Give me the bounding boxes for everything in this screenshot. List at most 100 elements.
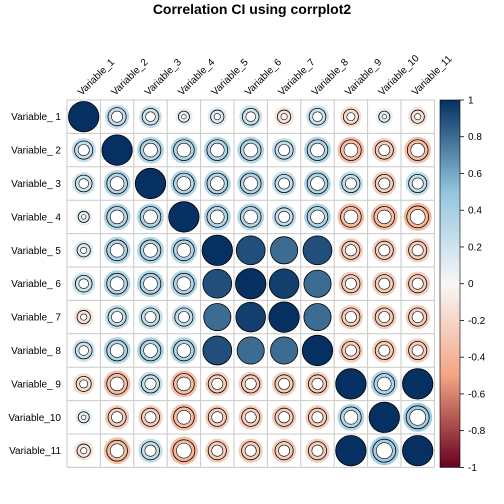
correlation-circle xyxy=(270,236,299,265)
correlation-estimate-circle xyxy=(408,240,428,260)
ci-lower-circle xyxy=(109,243,125,258)
ci-lower-circle xyxy=(244,378,257,390)
ci-lower-circle xyxy=(411,277,424,290)
correlation-circle xyxy=(302,235,333,266)
correlation-estimate-circle xyxy=(77,210,90,223)
correlation-estimate-circle xyxy=(106,373,128,395)
correlation-estimate-circle xyxy=(207,441,227,461)
ci-lower-circle xyxy=(310,176,325,191)
ci-lower-circle xyxy=(80,313,88,321)
correlation-estimate-circle xyxy=(306,139,329,161)
correlation-estimate-circle xyxy=(106,439,128,462)
ci-lower-circle xyxy=(145,111,156,122)
correlation-estimate-circle xyxy=(374,174,394,193)
correlation-estimate-circle xyxy=(342,108,359,125)
correlation-estimate-circle xyxy=(341,274,361,294)
ci-lower-circle xyxy=(409,209,426,225)
row-label: Variable_ 3 xyxy=(11,179,61,190)
correlation-estimate-circle xyxy=(173,172,195,195)
correlation-estimate-circle xyxy=(239,172,262,195)
colorbar-tick-label: 0.4 xyxy=(468,206,482,217)
ci-lower-circle xyxy=(243,176,258,191)
correlation-estimate-circle xyxy=(341,240,361,260)
ci-lower-circle xyxy=(144,444,157,457)
correlation-estimate-circle xyxy=(173,406,195,429)
ci-lower-circle xyxy=(345,177,357,190)
correlation-circle xyxy=(203,303,232,332)
correlation-estimate-circle xyxy=(406,139,429,161)
ci-lower-circle xyxy=(80,447,88,455)
correlation-estimate-circle xyxy=(373,206,396,228)
correlation-estimate-circle xyxy=(374,240,394,260)
ci-lower-circle xyxy=(81,214,87,220)
ci-lower-circle xyxy=(343,410,359,425)
correlation-estimate-circle xyxy=(274,207,294,227)
ci-lower-circle xyxy=(176,376,192,392)
correlation-estimate-circle xyxy=(207,374,227,394)
ci-lower-circle xyxy=(345,277,357,290)
correlation-circle xyxy=(402,435,434,467)
ci-lower-circle xyxy=(211,444,224,457)
correlation-estimate-circle xyxy=(174,307,194,327)
ci-lower-circle xyxy=(111,110,123,123)
correlation-estimate-circle xyxy=(74,140,94,160)
ci-lower-circle xyxy=(345,244,357,257)
correlation-estimate-circle xyxy=(406,205,430,229)
ci-lower-circle xyxy=(310,209,325,225)
ci-lower-circle xyxy=(381,114,387,120)
ci-lower-circle xyxy=(377,376,392,392)
correlation-circle xyxy=(268,301,300,333)
correlation-circle xyxy=(101,134,133,166)
ci-lower-circle xyxy=(378,144,391,156)
correlation-estimate-circle xyxy=(378,110,391,123)
correlation-estimate-circle xyxy=(374,140,394,160)
ci-lower-circle xyxy=(375,442,393,460)
ci-lower-circle xyxy=(410,142,425,158)
chart-title: Correlation CI using corrplot2 xyxy=(153,1,352,17)
ci-lower-circle xyxy=(409,408,427,426)
ci-lower-circle xyxy=(176,176,192,191)
correlation-estimate-circle xyxy=(340,406,362,429)
correlation-circle xyxy=(335,435,367,467)
correlation-estimate-circle xyxy=(372,438,397,463)
ci-lower-circle xyxy=(411,244,424,257)
ci-lower-circle xyxy=(143,209,158,225)
correlation-estimate-circle xyxy=(306,206,329,228)
correlation-estimate-circle xyxy=(408,307,428,327)
ci-lower-circle xyxy=(143,276,158,291)
ci-lower-circle xyxy=(78,178,89,189)
ci-lower-circle xyxy=(213,113,221,121)
ci-lower-circle xyxy=(109,176,125,191)
correlation-estimate-circle xyxy=(206,172,229,195)
ci-lower-circle xyxy=(211,378,224,390)
correlation-estimate-circle xyxy=(76,443,91,458)
ci-lower-circle xyxy=(78,345,89,356)
row-label: Variable_ 2 xyxy=(11,146,61,157)
correlation-estimate-circle xyxy=(173,239,195,262)
colorbar-tick-label: 0.8 xyxy=(468,132,482,143)
correlation-estimate-circle xyxy=(374,274,394,294)
row-label: Variable_ 5 xyxy=(11,246,61,257)
ci-lower-circle xyxy=(312,111,323,122)
ci-lower-circle xyxy=(311,444,324,457)
ci-lower-circle xyxy=(144,378,157,390)
ci-lower-circle xyxy=(81,414,87,420)
ci-lower-circle xyxy=(144,411,157,424)
ci-lower-circle xyxy=(278,411,290,424)
ci-lower-circle xyxy=(210,209,225,225)
correlation-estimate-circle xyxy=(141,307,160,327)
ci-lower-circle xyxy=(278,211,290,223)
correlation-circle xyxy=(236,336,265,365)
ci-lower-circle xyxy=(176,343,192,358)
correlation-estimate-circle xyxy=(308,374,327,394)
ci-lower-circle xyxy=(343,209,359,225)
correlation-estimate-circle xyxy=(341,174,361,193)
correlation-estimate-circle xyxy=(274,140,294,160)
correlation-estimate-circle xyxy=(274,407,294,427)
correlation-estimate-circle xyxy=(106,172,128,195)
ci-lower-circle xyxy=(310,142,325,158)
correlation-estimate-circle xyxy=(241,441,261,461)
ci-lower-circle xyxy=(411,344,424,357)
ci-lower-circle xyxy=(178,311,190,323)
